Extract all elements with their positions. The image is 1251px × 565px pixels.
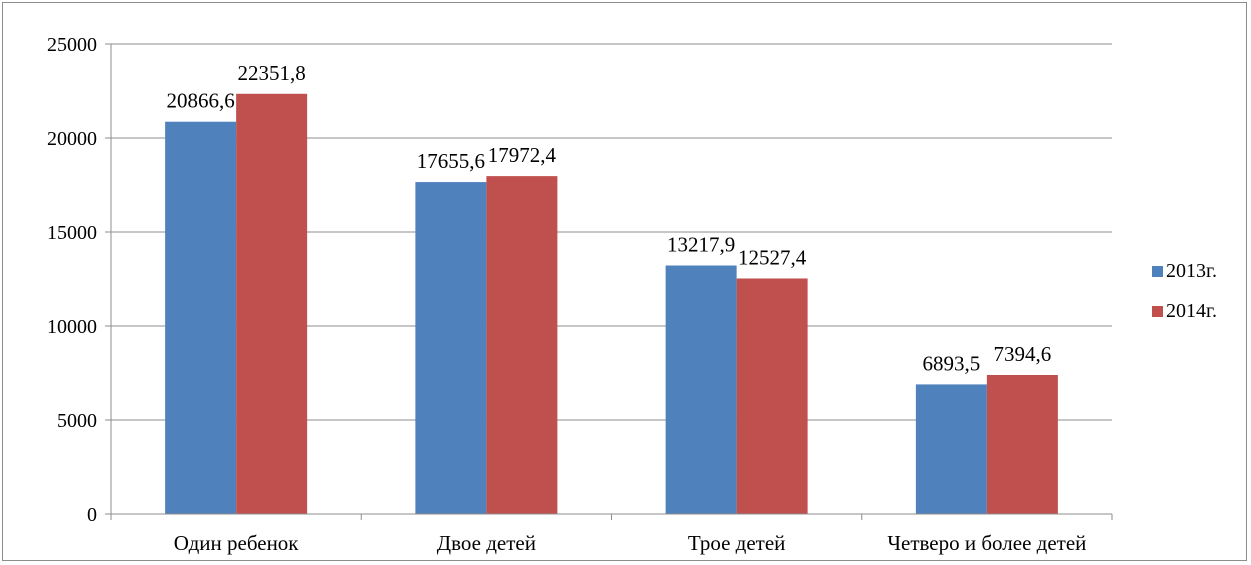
bar-2013г.-3 (915, 384, 987, 514)
bar-2014г.-3 (986, 374, 1058, 514)
bar-2014г.-2 (736, 278, 808, 514)
category-label: Четверо и более детей (887, 531, 1086, 555)
category-label: Трое детей (688, 531, 786, 555)
legend-swatch (1152, 266, 1163, 277)
data-label: 22351,8 (238, 61, 306, 85)
bar-2014г.-1 (486, 176, 558, 514)
legend-swatch (1152, 306, 1163, 317)
data-label: 7394,6 (994, 342, 1052, 366)
category-label: Двое детей (437, 531, 536, 555)
bar-2013г.-2 (665, 265, 737, 514)
legend-label: 2014г. (1166, 300, 1217, 322)
legend-label: 2013г. (1166, 260, 1217, 282)
data-label: 12527,4 (738, 245, 807, 269)
y-tick-label: 10000 (47, 316, 97, 338)
y-tick-label: 25000 (47, 34, 97, 56)
data-label: 6893,5 (923, 351, 981, 375)
data-label: 17655,6 (417, 149, 485, 173)
data-label: 20866,6 (167, 89, 235, 113)
y-axis-ticks: 0 5000 10000 15000 20000 25000 (47, 34, 111, 526)
y-tick-label: 20000 (47, 128, 97, 150)
bar-2014г.-0 (236, 93, 308, 514)
y-tick-label: 15000 (47, 222, 97, 244)
legend: 2013г. 2014г. (1152, 260, 1217, 322)
category-label: Один ребенок (174, 531, 300, 555)
bar-2013г.-0 (165, 121, 237, 514)
data-label: 17972,4 (488, 143, 557, 167)
y-tick-label: 5000 (57, 410, 97, 432)
x-axis: Один ребенок Двое детей Трое детей Четверо … (110, 44, 1113, 555)
bar-2013г.-1 (415, 182, 487, 515)
data-label: 13217,9 (667, 233, 735, 257)
bars (165, 93, 1058, 515)
y-tick-label: 0 (87, 504, 97, 526)
